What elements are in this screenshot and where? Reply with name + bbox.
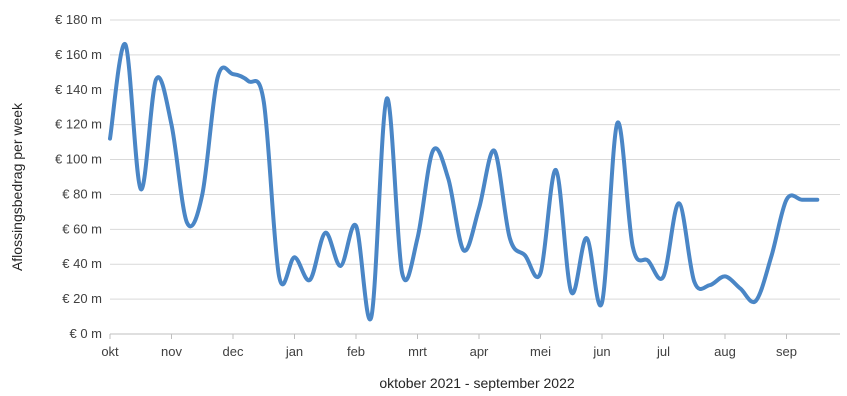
y-axis-ticks: € 0 m € 20 m € 40 m € 60 m € 80 m € 100 m € 12… [55,12,102,341]
y-tick-label: € 140 m [55,82,102,97]
x-tick-label: jan [285,344,303,359]
y-tick-label: € 0 m [69,326,102,341]
x-axis-ticks: okt nov dec jan feb mrt apr mei jun jul aug sep [101,334,797,359]
x-axis-title: oktober 2021 - september 2022 [379,375,575,391]
x-tick-label: jun [592,344,610,359]
y-tick-label: € 120 m [55,117,102,132]
series-layer [108,42,820,322]
x-tick-label: mrt [408,344,427,359]
y-tick-label: € 60 m [62,221,102,236]
y-tick-label: € 20 m [62,291,102,306]
x-tick-label: dec [223,344,244,359]
x-tick-label: aug [714,344,736,359]
x-tick-label: sep [776,344,797,359]
y-tick-label: € 180 m [55,12,102,27]
y-tick-label: € 80 m [62,186,102,201]
x-tick-label: nov [161,344,182,359]
gridlines [110,19,840,335]
y-tick-label: € 100 m [55,152,102,167]
x-tick-label: jul [656,344,670,359]
y-axis-title: Aflossingsbedrag per week [9,102,25,271]
x-tick-label: okt [101,344,119,359]
x-tick-label: apr [470,344,489,359]
y-tick-label: € 40 m [62,256,102,271]
series-line [108,42,820,322]
x-tick-label: mei [530,344,551,359]
y-tick-label: € 160 m [55,47,102,62]
x-tick-label: feb [347,344,365,359]
